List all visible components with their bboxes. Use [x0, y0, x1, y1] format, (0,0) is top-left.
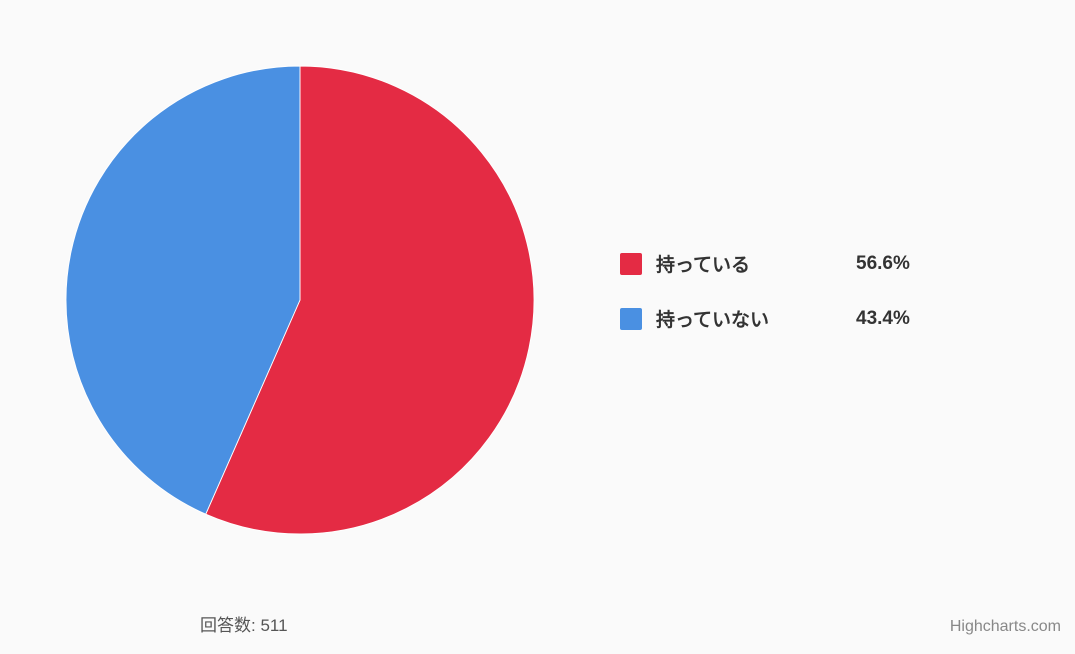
legend-swatch-1 [620, 308, 642, 330]
legend: 持っている56.6% 持っていない43.4% [620, 250, 1040, 360]
legend-value-1: 43.4% [856, 308, 956, 330]
legend-swatch-0 [620, 253, 642, 275]
legend-label-0: 持っている [656, 250, 856, 277]
legend-value-0: 56.6% [856, 253, 956, 275]
respondents-count: 回答数: 511 [200, 611, 288, 636]
credit-link[interactable]: Highcharts.com [950, 618, 1061, 636]
legend-item-1[interactable]: 持っていない43.4% [620, 305, 1040, 332]
legend-item-0[interactable]: 持っている56.6% [620, 250, 1040, 277]
pie-chart [30, 10, 570, 590]
legend-label-1: 持っていない [656, 305, 856, 332]
pie-svg [30, 30, 570, 570]
chart-container: 持っている56.6% 持っていない43.4% 回答数: 511 Highchart… [0, 0, 1075, 654]
